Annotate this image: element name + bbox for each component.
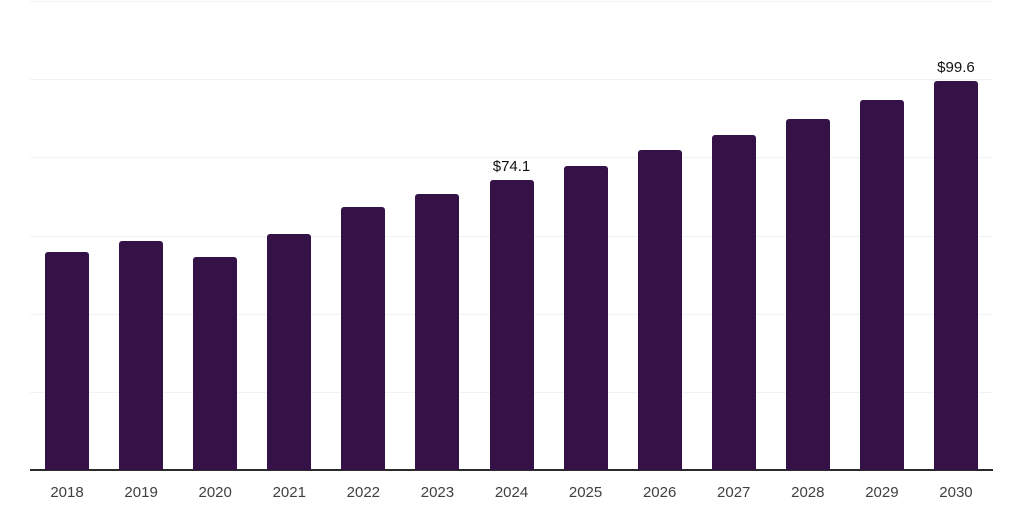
x-tick-2020: 2020 xyxy=(198,484,232,501)
data-label-2030: $99.6 xyxy=(937,58,975,76)
x-tick-2022: 2022 xyxy=(346,484,381,501)
bar-2027[interactable] xyxy=(711,134,756,470)
bar-2024[interactable] xyxy=(489,180,534,470)
x-tick-2024: 2024 xyxy=(494,484,529,501)
x-tick-2027: 2027 xyxy=(717,484,751,501)
x-tick-2019: 2019 xyxy=(124,484,158,501)
bar-2023[interactable] xyxy=(415,194,460,470)
bar-2018[interactable] xyxy=(45,251,90,470)
gridline-80 xyxy=(30,157,993,159)
x-tick-2026: 2026 xyxy=(642,484,677,501)
bar-2019[interactable] xyxy=(119,241,164,470)
bar-2026[interactable] xyxy=(637,149,682,470)
data-label-2024: $74.1 xyxy=(492,158,531,176)
bar-2022[interactable] xyxy=(341,207,386,470)
bar-2021[interactable] xyxy=(267,233,312,470)
bar-2025[interactable] xyxy=(563,165,608,470)
bar-2030[interactable] xyxy=(933,80,978,470)
x-tick-2028: 2028 xyxy=(791,484,825,501)
x-tick-2029: 2029 xyxy=(865,484,899,501)
x-tick-2023: 2023 xyxy=(420,484,455,501)
bar-2028[interactable] xyxy=(785,118,830,470)
gridline-120 xyxy=(30,1,993,2)
x-tick-2025: 2025 xyxy=(568,484,603,501)
gridline-100 xyxy=(30,79,993,81)
x-tick-2030: 2030 xyxy=(939,484,973,501)
x-axis-line xyxy=(30,469,993,471)
x-tick-2018: 2018 xyxy=(50,484,84,501)
bar-2020[interactable] xyxy=(193,256,238,470)
bar-2029[interactable] xyxy=(859,100,904,470)
x-tick-2021: 2021 xyxy=(272,484,306,501)
